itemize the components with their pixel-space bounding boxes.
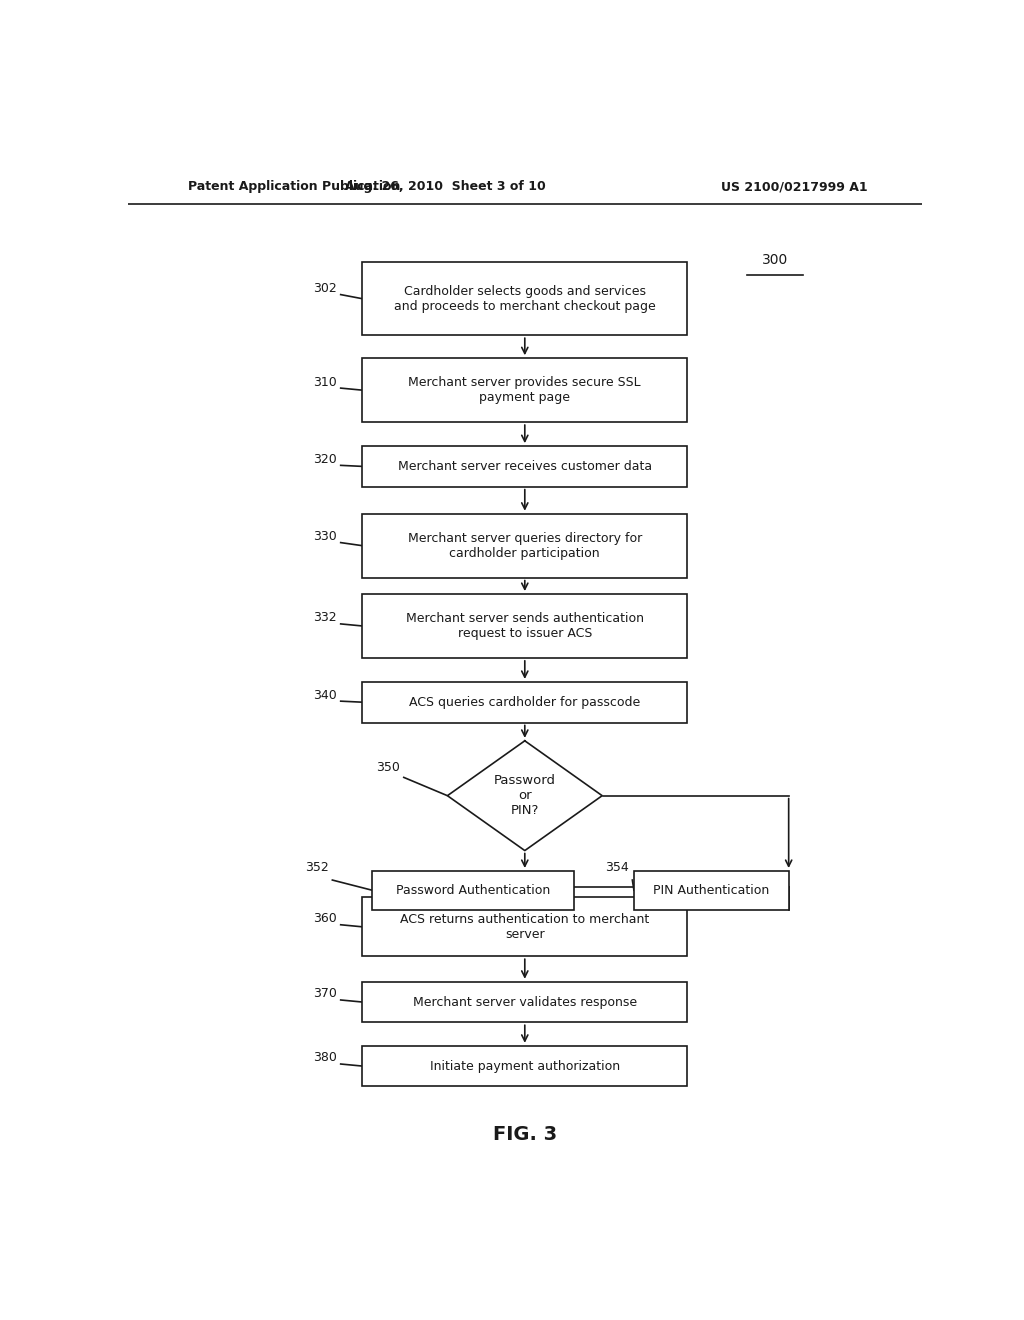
FancyBboxPatch shape <box>362 513 687 578</box>
FancyBboxPatch shape <box>362 263 687 335</box>
FancyBboxPatch shape <box>362 594 687 657</box>
Text: ACS returns authentication to merchant
server: ACS returns authentication to merchant s… <box>400 913 649 941</box>
Text: 360: 360 <box>313 912 337 925</box>
Text: 310: 310 <box>313 375 337 388</box>
Text: Cardholder selects goods and services
and proceeds to merchant checkout page: Cardholder selects goods and services an… <box>394 285 655 313</box>
Text: 354: 354 <box>604 862 629 874</box>
Text: Initiate payment authorization: Initiate payment authorization <box>430 1060 620 1073</box>
Text: 340: 340 <box>313 689 337 701</box>
Text: Merchant server queries directory for
cardholder participation: Merchant server queries directory for ca… <box>408 532 642 560</box>
Text: PIN Authentication: PIN Authentication <box>653 883 769 896</box>
Text: ACS queries cardholder for passcode: ACS queries cardholder for passcode <box>410 696 640 709</box>
Text: Merchant server sends authentication
request to issuer ACS: Merchant server sends authentication req… <box>406 612 644 640</box>
FancyBboxPatch shape <box>372 871 574 909</box>
Text: Merchant server provides secure SSL
payment page: Merchant server provides secure SSL paym… <box>409 376 641 404</box>
Text: 352: 352 <box>304 862 329 874</box>
FancyBboxPatch shape <box>362 682 687 722</box>
Text: Patent Application Publication: Patent Application Publication <box>187 181 400 193</box>
FancyBboxPatch shape <box>362 446 687 487</box>
Polygon shape <box>447 741 602 850</box>
Text: 330: 330 <box>313 531 337 543</box>
Text: 320: 320 <box>313 453 337 466</box>
Text: Merchant server validates response: Merchant server validates response <box>413 995 637 1008</box>
Text: Merchant server receives customer data: Merchant server receives customer data <box>397 459 652 473</box>
FancyBboxPatch shape <box>362 1045 687 1086</box>
Text: 332: 332 <box>313 611 337 624</box>
Text: 350: 350 <box>376 760 399 774</box>
Text: FIG. 3: FIG. 3 <box>493 1125 557 1143</box>
Text: 300: 300 <box>762 253 787 267</box>
Text: 380: 380 <box>313 1052 337 1064</box>
Text: US 2100/0217999 A1: US 2100/0217999 A1 <box>721 181 868 193</box>
Text: Password Authentication: Password Authentication <box>396 883 550 896</box>
Text: Aug. 26, 2010  Sheet 3 of 10: Aug. 26, 2010 Sheet 3 of 10 <box>345 181 546 193</box>
FancyBboxPatch shape <box>362 358 687 422</box>
FancyBboxPatch shape <box>362 898 687 956</box>
FancyBboxPatch shape <box>362 982 687 1022</box>
FancyBboxPatch shape <box>634 871 788 909</box>
Text: Password
or
PIN?: Password or PIN? <box>494 775 556 817</box>
Text: 370: 370 <box>313 987 337 1001</box>
Text: 302: 302 <box>313 282 337 294</box>
